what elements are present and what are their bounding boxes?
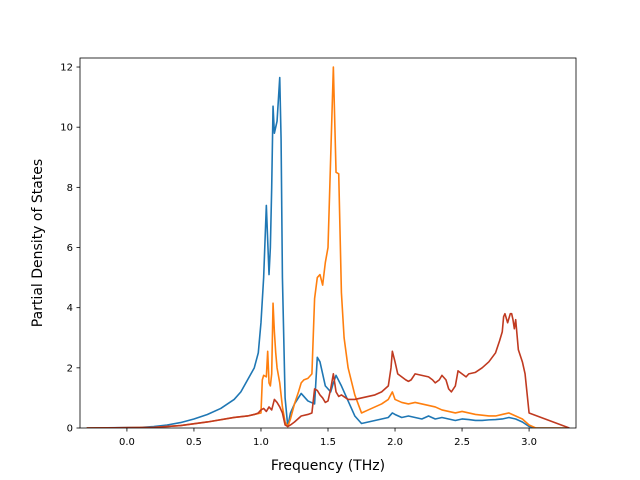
x-tick-label: 1.5 (320, 437, 336, 448)
x-tick-label: 0.5 (186, 437, 202, 448)
x-tick-label: 0.0 (119, 437, 135, 448)
y-tick-label: 4 (67, 303, 73, 314)
series-layer (86, 66, 570, 428)
series-line-3 (86, 312, 570, 428)
series-line-1 (86, 76, 570, 428)
y-axis-label: Partial Density of States (30, 159, 46, 327)
x-axis-label: Frequency (THz) (271, 458, 385, 474)
x-tick-label: 2.0 (387, 437, 403, 448)
y-tick-label: 6 (67, 243, 73, 254)
x-tick-label: 3.0 (521, 437, 537, 448)
plot-area (79, 57, 577, 429)
y-tick-label: 10 (60, 123, 73, 134)
y-tick-label: 0 (67, 424, 73, 435)
x-tick-label: 2.5 (454, 437, 470, 448)
y-axis: 0 2 4 6 8 10 12 (60, 63, 80, 435)
y-tick-label: 8 (67, 183, 73, 194)
series-line-2 (86, 66, 570, 428)
y-tick-label: 2 (67, 363, 73, 374)
x-axis: 0.0 0.5 1.0 1.5 2.0 2.5 3.0 (119, 428, 537, 448)
x-tick-label: 1.0 (253, 437, 269, 448)
y-tick-label: 12 (60, 63, 73, 74)
